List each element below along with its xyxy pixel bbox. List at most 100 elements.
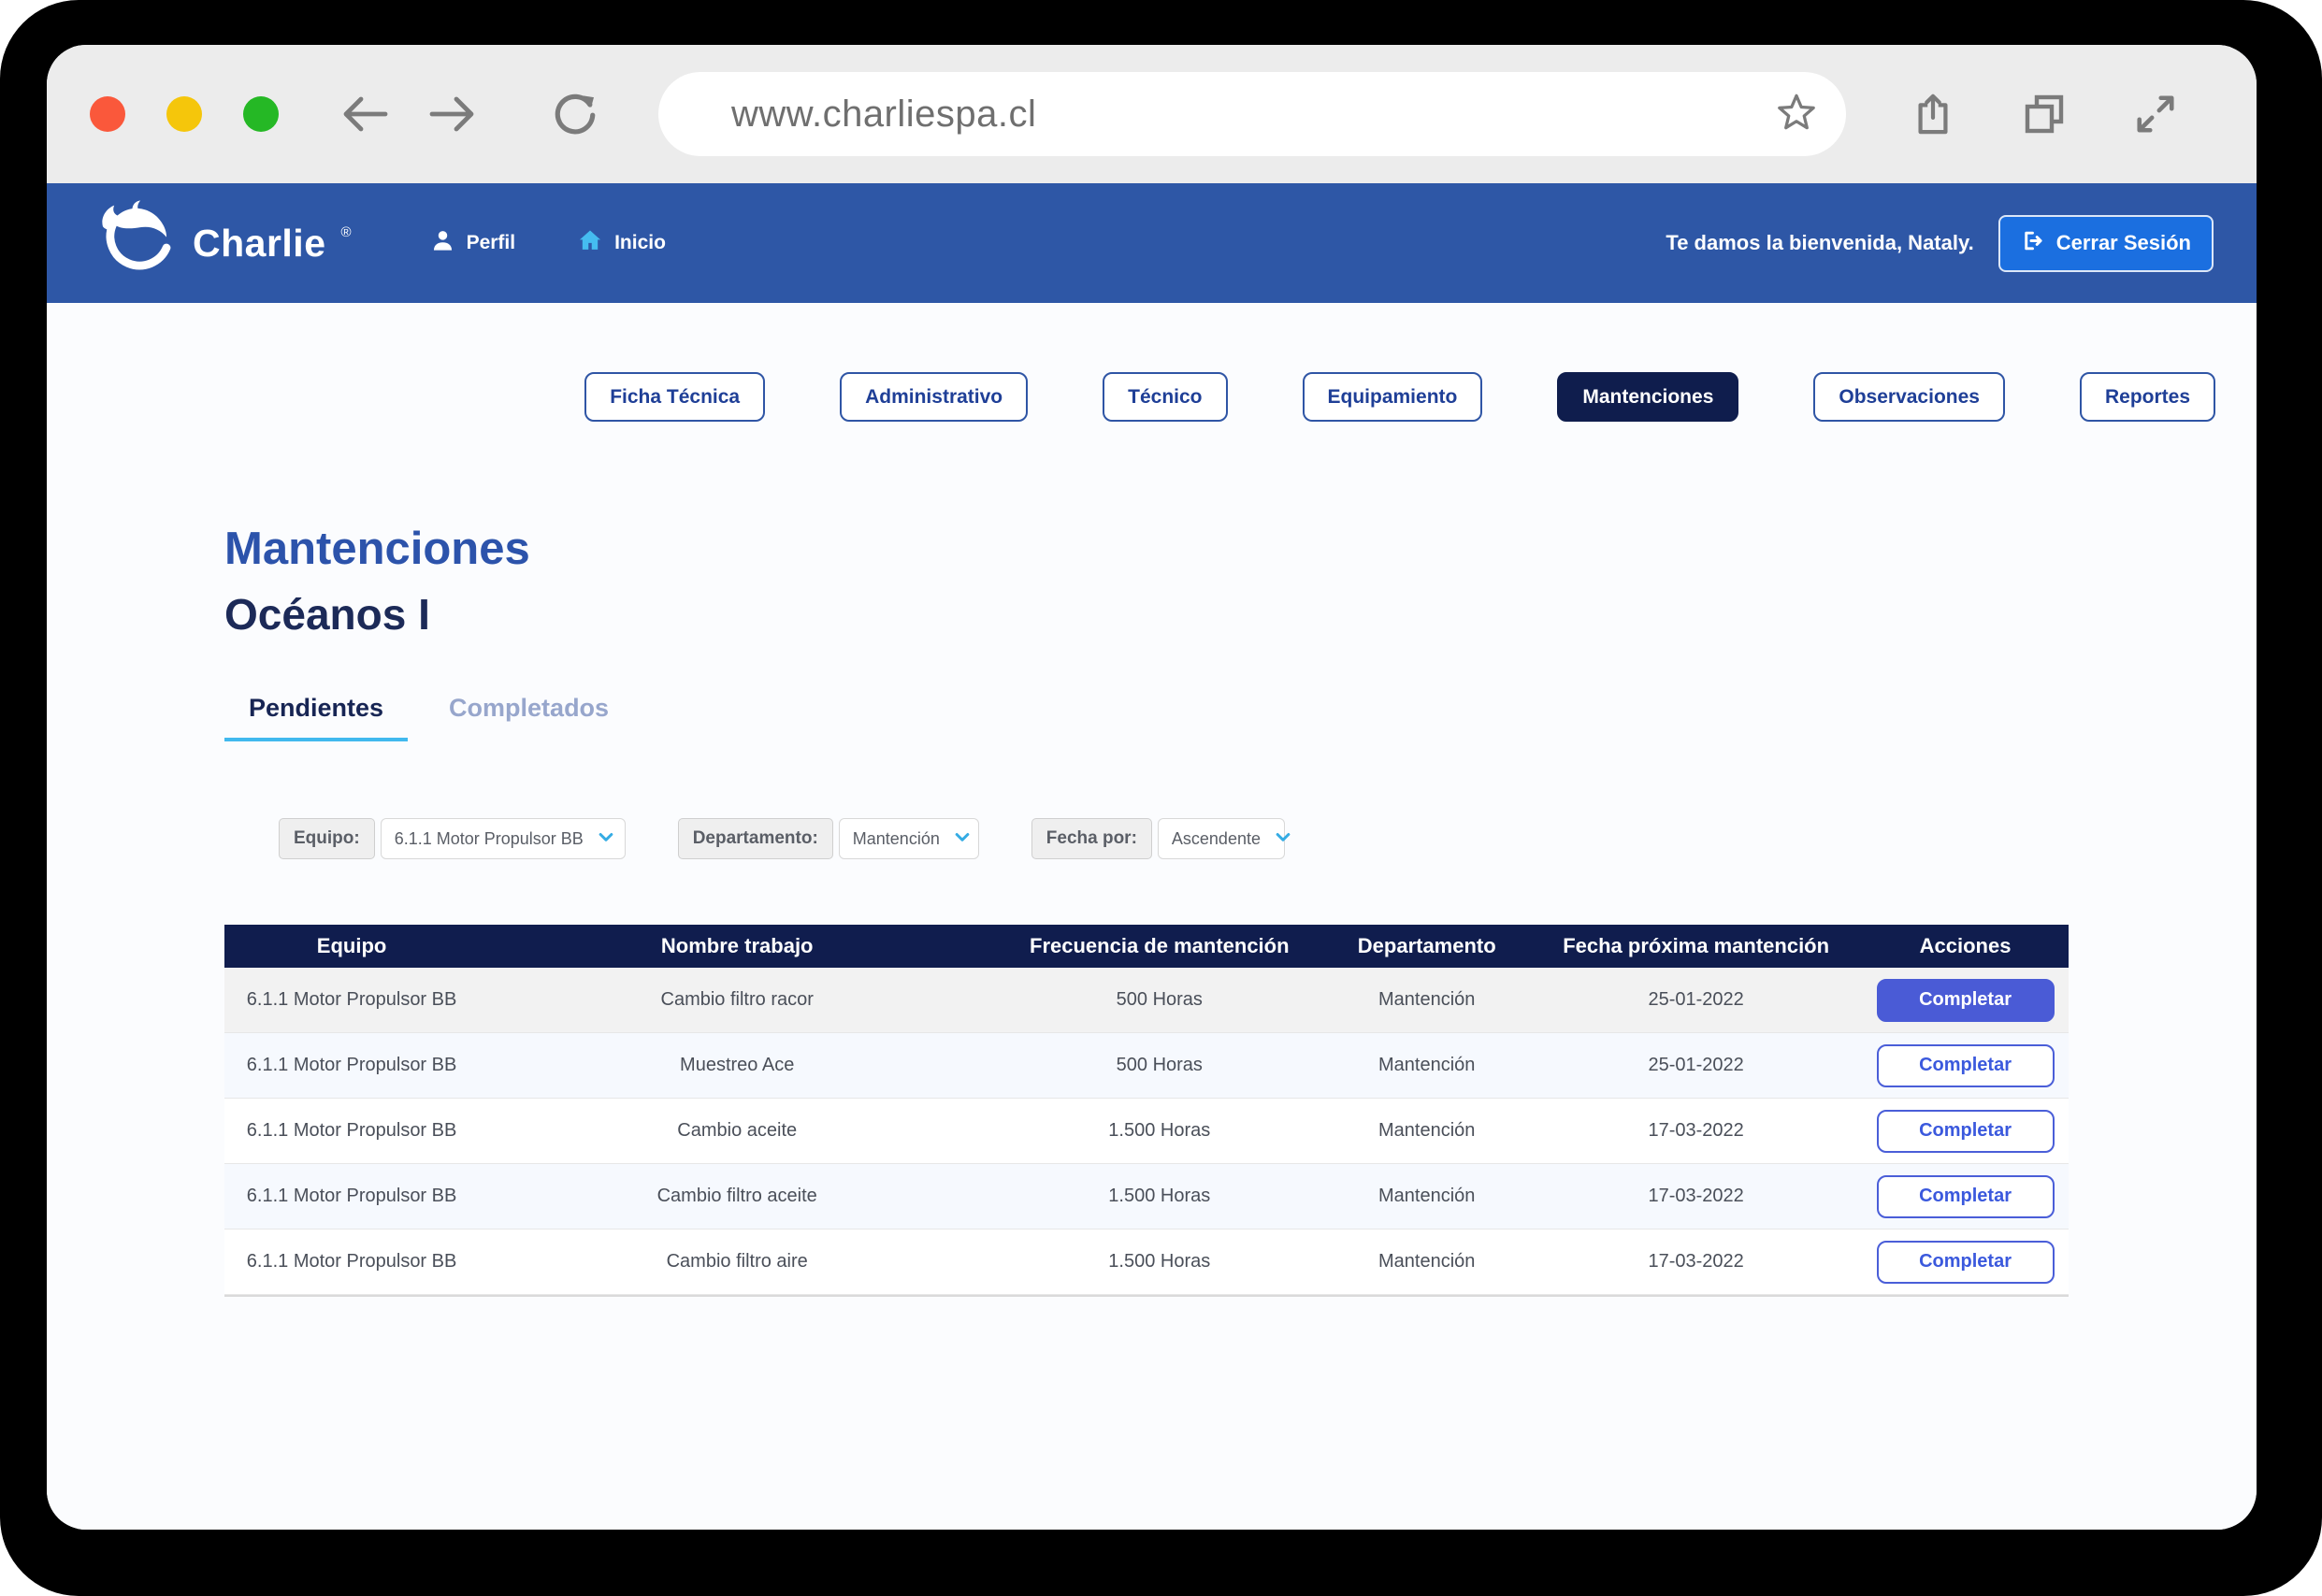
fecha-select-value: Ascendente <box>1171 828 1261 848</box>
table-body: 6.1.1 Motor Propulsor BB Cambio filtro r… <box>224 968 2069 1296</box>
departamento-select[interactable]: Mantención <box>838 818 979 860</box>
main-section: Mantenciones Océanos I Pendientes Comple… <box>224 523 2069 1298</box>
cell-frecuencia: 500 Horas <box>1116 989 1203 1011</box>
nav-item-label: Inicio <box>614 232 666 253</box>
cell-equipo: 6.1.1 Motor Propulsor BB <box>246 989 457 1011</box>
cell-equipo: 6.1.1 Motor Propulsor BB <box>246 1186 457 1207</box>
filter-equipo: Equipo: 6.1.1 Motor Propulsor BB <box>279 818 626 860</box>
close-button[interactable] <box>90 96 125 132</box>
table-row: 6.1.1 Motor Propulsor BB Cambio filtro a… <box>224 1164 2069 1230</box>
filter-label: Departamento: <box>677 818 833 860</box>
back-icon[interactable] <box>340 93 389 135</box>
filter-fecha: Fecha por: Ascendente <box>1031 818 1291 860</box>
table-header: Equipo Nombre trabajo Frecuencia de mant… <box>224 925 2069 969</box>
app-navbar: Charlie ® Perfil Inicio Te damos <box>47 183 2257 303</box>
tab-observaciones[interactable]: Observaciones <box>1813 372 2005 422</box>
col-departamento: Departamento <box>1357 934 1496 958</box>
equipo-select[interactable]: 6.1.1 Motor Propulsor BB <box>380 818 626 860</box>
nav-buttons <box>340 91 599 137</box>
tab-reportes[interactable]: Reportes <box>2079 372 2215 422</box>
page-content: Ficha Técnica Administrativo Técnico Equ… <box>47 303 2257 1530</box>
status-tabs: Pendientes Completados <box>224 694 2069 742</box>
chrome-actions <box>1911 91 2177 137</box>
nav-item-inicio[interactable]: Inicio <box>577 227 666 259</box>
page-subtitle: Océanos I <box>224 590 430 640</box>
nav-item-perfil[interactable]: Perfil <box>430 228 516 259</box>
share-icon[interactable] <box>1911 91 1954 137</box>
cell-departamento: Mantención <box>1378 989 1476 1011</box>
tabs-overview-icon[interactable] <box>2022 92 2067 137</box>
nav-items: Perfil Inicio <box>430 227 666 259</box>
tab-tecnico[interactable]: Técnico <box>1103 372 1228 422</box>
fecha-select[interactable]: Ascendente <box>1157 818 1291 860</box>
browser-chrome: www.charliespa.cl <box>47 45 2257 183</box>
cell-departamento: Mantención <box>1378 1120 1476 1142</box>
cell-departamento: Mantención <box>1378 1055 1476 1076</box>
cell-fecha: 17-03-2022 <box>1648 1120 1744 1142</box>
col-acciones: Acciones <box>1919 934 2012 958</box>
cell-frecuencia: 1.500 Horas <box>1108 1251 1211 1272</box>
cell-frecuencia: 1.500 Horas <box>1108 1186 1211 1207</box>
dolphin-logo-icon <box>90 199 180 287</box>
table-row: 6.1.1 Motor Propulsor BB Cambio filtro r… <box>224 968 2069 1034</box>
tab-completados[interactable]: Completados <box>449 694 610 723</box>
welcome-text: Te damos la bienvenida, Nataly. <box>1666 231 1974 254</box>
cell-equipo: 6.1.1 Motor Propulsor BB <box>246 1251 457 1272</box>
section-tabs: Ficha Técnica Administrativo Técnico Equ… <box>47 372 2257 422</box>
equipo-select-value: 6.1.1 Motor Propulsor BB <box>394 828 584 848</box>
cell-frecuencia: 500 Horas <box>1116 1055 1203 1076</box>
cell-acciones: Completar <box>1862 1174 2069 1218</box>
cell-trabajo: Cambio filtro aire <box>666 1251 808 1272</box>
completar-button[interactable]: Completar <box>1876 978 2055 1022</box>
cell-fecha: 25-01-2022 <box>1648 1055 1744 1076</box>
cell-equipo: 6.1.1 Motor Propulsor BB <box>246 1120 457 1142</box>
logout-icon <box>2021 229 2044 258</box>
window-controls <box>90 96 279 132</box>
cell-trabajo: Muestreo Ace <box>680 1055 795 1076</box>
nav-item-label: Perfil <box>466 232 516 253</box>
completar-button[interactable]: Completar <box>1876 1240 2055 1284</box>
cell-fecha: 17-03-2022 <box>1648 1251 1744 1272</box>
tab-mantenciones[interactable]: Mantenciones <box>1557 372 1739 422</box>
home-icon <box>577 227 603 259</box>
cell-frecuencia: 1.500 Horas <box>1108 1120 1211 1142</box>
cell-acciones: Completar <box>1862 1109 2069 1153</box>
page-title: Mantenciones <box>224 524 530 574</box>
url-bar[interactable]: www.charliespa.cl <box>658 72 1846 156</box>
completar-button[interactable]: Completar <box>1876 1109 2055 1153</box>
tab-equipamiento[interactable]: Equipamiento <box>1302 372 1483 422</box>
cell-acciones: Completar <box>1862 978 2069 1022</box>
logout-label: Cerrar Sesión <box>2055 231 2191 254</box>
col-frecuencia: Frecuencia de mantención <box>1030 934 1290 958</box>
brand[interactable]: Charlie ® <box>90 199 352 287</box>
tab-ficha-tecnica[interactable]: Ficha Técnica <box>584 372 766 422</box>
cell-trabajo: Cambio aceite <box>677 1120 798 1142</box>
minimize-button[interactable] <box>166 96 202 132</box>
table-row: 6.1.1 Motor Propulsor BB Cambio filtro a… <box>224 1229 2069 1296</box>
filter-departamento: Departamento: Mantención <box>677 818 979 860</box>
brand-name: Charlie <box>193 221 326 265</box>
tab-administrativo[interactable]: Administrativo <box>840 372 1029 422</box>
person-icon <box>430 228 455 259</box>
fullscreen-icon[interactable] <box>2134 93 2177 136</box>
cell-acciones: Completar <box>1862 1240 2069 1284</box>
completar-button[interactable]: Completar <box>1876 1043 2055 1087</box>
cell-departamento: Mantención <box>1378 1186 1476 1207</box>
reload-icon[interactable] <box>552 91 599 137</box>
cell-equipo: 6.1.1 Motor Propulsor BB <box>246 1055 457 1076</box>
cell-fecha: 17-03-2022 <box>1648 1186 1744 1207</box>
filter-label: Fecha por: <box>1031 818 1152 860</box>
chevron-down-icon <box>953 827 972 851</box>
logout-button[interactable]: Cerrar Sesión <box>1997 214 2214 272</box>
completar-button[interactable]: Completar <box>1876 1174 2055 1218</box>
filters-bar: Equipo: 6.1.1 Motor Propulsor BB Departa… <box>279 818 2069 860</box>
zoom-button[interactable] <box>243 96 279 132</box>
col-nombre-trabajo: Nombre trabajo <box>660 934 814 958</box>
url-text[interactable]: www.charliespa.cl <box>731 93 1037 135</box>
table-row: 6.1.1 Motor Propulsor BB Cambio aceite 1… <box>224 1099 2069 1165</box>
bookmark-star-icon[interactable] <box>1775 91 1818 138</box>
cell-departamento: Mantención <box>1378 1251 1476 1272</box>
forward-icon[interactable] <box>428 93 477 135</box>
tab-pendientes[interactable]: Pendientes <box>224 694 409 742</box>
